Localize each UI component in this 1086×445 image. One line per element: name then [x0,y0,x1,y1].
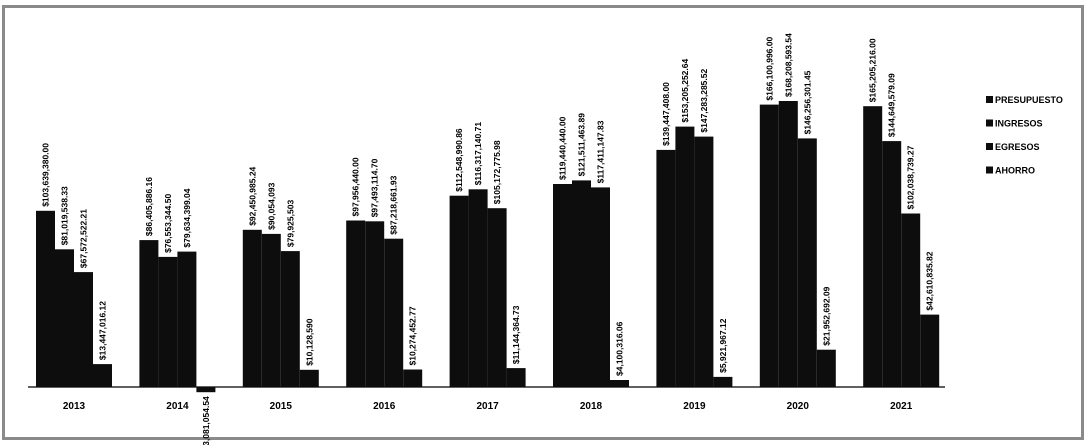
bar-ingresos-2014 [158,256,178,387]
x-tick-label: 2018 [580,401,603,412]
data-label: $5,921,967.12 [718,318,728,373]
legend: PRESUPUESTO INGRESOS EGRESOS AHORRO [986,95,1063,176]
x-tick-label: 2017 [476,401,499,412]
data-label: $67,572,522.21 [79,209,89,268]
legend-label-ahorro: AHORRO [995,166,1035,176]
bar-presupuesto-2019 [656,149,676,387]
bar-presupuesto-2018 [553,184,572,387]
bar-egresos-2018 [591,187,610,387]
x-tick-label: 2013 [63,401,86,412]
bar-ahorro-2013 [93,364,112,387]
data-label: $21,952,692.09 [821,286,831,345]
data-label: $147,283,285.52 [699,69,709,133]
data-label: $166,100,996.00 [764,37,774,101]
data-label: $103,639,380.00 [41,143,51,207]
data-label: $97,493,114.70 [370,158,380,217]
bar-ingresos-2017 [468,189,488,387]
legend-label-presupuesto: PRESUPUESTO [995,95,1063,105]
data-label: $79,925,503 [285,200,295,248]
data-label: $139,447,408.00 [661,82,671,146]
data-label: $90,054,093 [266,182,276,230]
bar-presupuesto-2020 [759,104,779,387]
data-label: $76,553,344.50 [163,194,173,253]
bar-egresos-2021 [901,213,921,387]
bar-ingresos-2021 [882,141,902,387]
data-label: $81,019,538.33 [60,186,70,245]
data-label: -$3,081,054.54 [201,396,211,445]
chart-border [2,5,1084,440]
bar-ahorro-2016 [403,369,423,387]
plot-area: $103,639,380.00 $81,019,538.33 $67,572,522… [28,33,945,445]
data-label: $87,218,661.93 [389,175,399,234]
x-tick-label: 2019 [683,401,706,412]
bar-presupuesto-2016 [346,220,366,387]
data-label: $105,172,775.98 [492,140,502,204]
bar-presupuesto-2014 [139,240,159,387]
data-label: $119,440,440.00 [558,116,568,180]
data-label: $10,128,590 [304,318,314,366]
data-label: $13,447,016.12 [98,301,108,360]
data-label: $153,205,252.64 [680,59,690,123]
bar-presupuesto-2017 [449,195,469,387]
x-tick-label: 2014 [166,401,189,412]
bar-egresos-2019 [694,136,714,387]
bar-egresos-2013 [74,272,93,387]
legend-swatch-ingresos [986,119,993,127]
data-label: $168,208,593.54 [783,33,793,97]
bar-ingresos-2018 [572,180,591,387]
legend-swatch-ahorro [986,166,993,174]
x-tick-label: 2020 [787,401,810,412]
legend-label-egresos: EGRESOS [995,142,1040,152]
data-label: $144,649,579.09 [887,73,897,137]
bar-egresos-2015 [280,251,300,387]
data-label: $146,256,301.45 [802,70,812,134]
bar-ahorro-2021 [920,314,940,387]
data-label: $121,511,463.89 [577,113,587,177]
bar-ingresos-2016 [365,221,385,387]
data-label: $112,548,990.86 [454,128,464,192]
x-tick-label: 2015 [270,401,293,412]
data-label: $116,317,140.71 [473,122,483,186]
legend-label-ingresos: INGRESOS [995,119,1043,129]
bar-egresos-2016 [384,238,404,387]
data-label: $42,610,835.82 [925,251,935,310]
bar-ahorro-2014 [196,387,216,393]
bar-ingresos-2019 [675,126,695,387]
bar-ahorro-2017 [506,368,526,387]
data-label: $86,405,886.16 [144,177,154,236]
data-label: $165,205,216.00 [868,38,878,102]
bar-ingresos-2015 [261,233,281,387]
bar-ahorro-2015 [299,369,319,387]
bar-egresos-2017 [487,208,507,387]
x-tick-label: 2016 [373,401,396,412]
data-label: $117,411,147.83 [596,120,606,183]
legend-swatch-presupuesto [986,96,993,103]
data-label: $10,274,452.77 [408,306,418,365]
bar-ahorro-2020 [816,349,836,387]
legend-swatch-egresos [986,143,993,150]
bar-ahorro-2018 [610,380,629,387]
bar-presupuesto-2013 [36,210,55,387]
data-label: $92,450,985.24 [247,166,257,225]
bar-egresos-2020 [797,138,817,387]
bar-ingresos-2020 [778,101,798,387]
bar-presupuesto-2015 [242,229,262,387]
bar-ingresos-2013 [55,249,74,387]
data-label: $11,144,364.73 [511,305,521,364]
bar-ahorro-2019 [713,376,733,387]
bar-presupuesto-2021 [863,106,883,387]
bar-egresos-2014 [177,251,197,387]
data-label: $79,634,399.04 [182,188,192,247]
data-label: $97,956,440.00 [351,157,361,216]
data-label: $4,100,316.06 [615,321,625,376]
x-tick-label: 2021 [890,401,913,412]
data-label: $102,038,739.27 [906,145,916,209]
